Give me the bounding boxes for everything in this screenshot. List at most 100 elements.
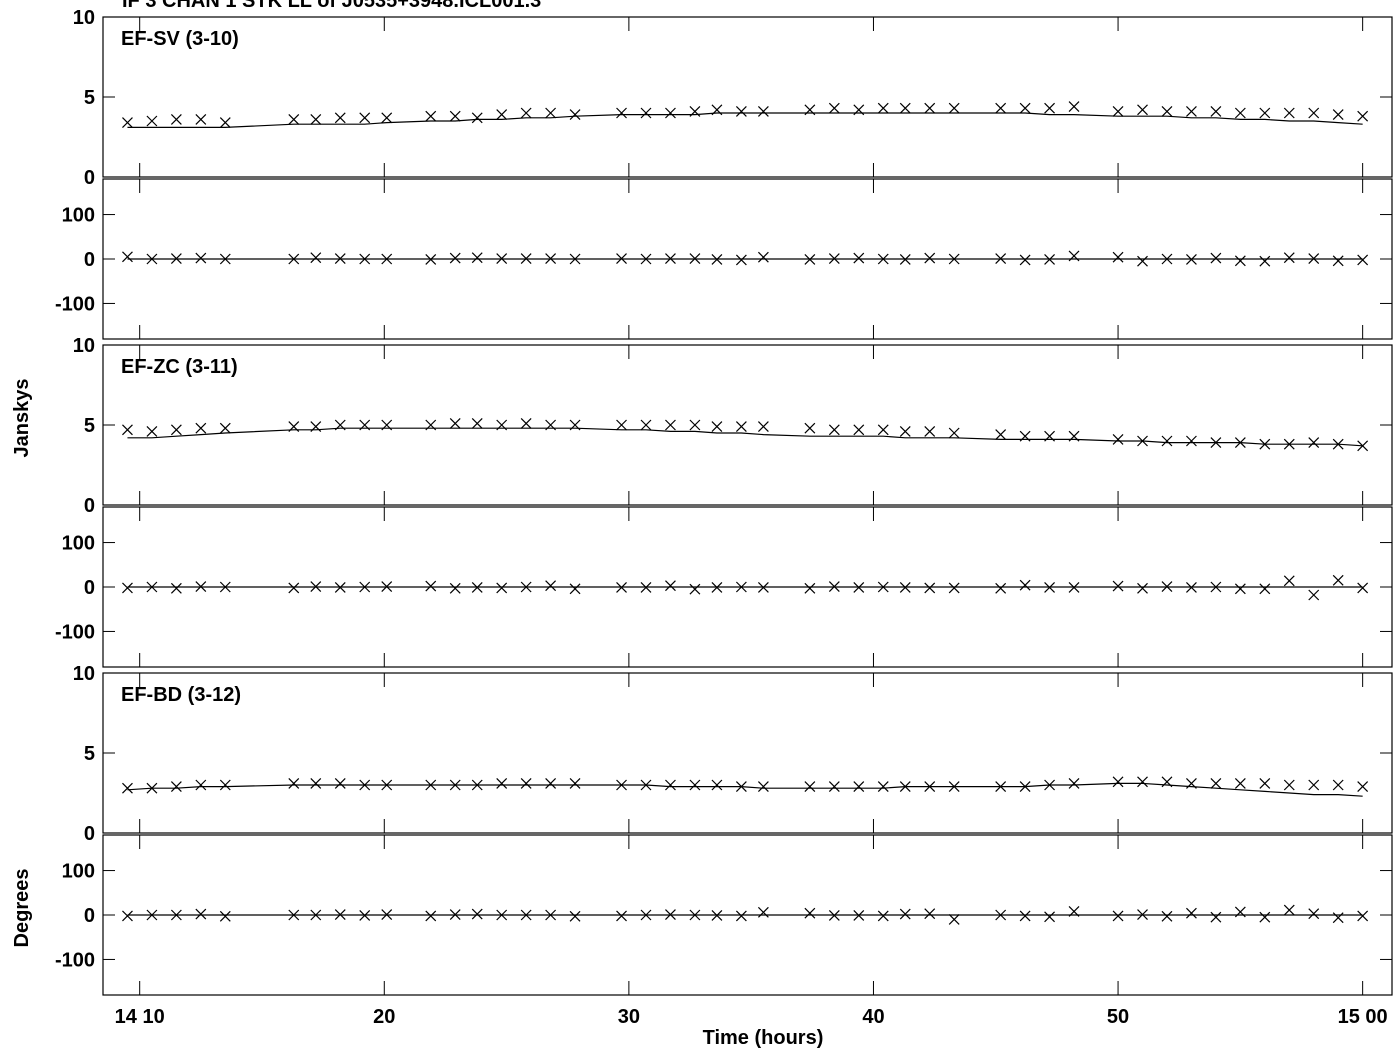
baseline-2-phase-point [616, 582, 627, 593]
baseline-1-phase-point [1283, 252, 1295, 264]
baseline-2-amplitude-point [310, 421, 322, 433]
baseline-1-phase-point [1234, 255, 1246, 267]
baseline-3-amplitude-point [665, 779, 676, 791]
baseline-2-amplitude-point [877, 424, 889, 436]
baseline-2-amplitude-model-line [127, 427, 1363, 447]
baseline-1-phase-point [899, 254, 911, 265]
baseline-3-phase-point [995, 909, 1007, 921]
baseline-1-phase-point [569, 253, 581, 265]
baseline-2-amplitude-point [1308, 437, 1320, 449]
baseline-1-phase-point [1044, 254, 1055, 265]
baseline-1-amplitude-point [665, 107, 676, 119]
baseline-2-phase-point [948, 582, 960, 594]
baseline-1-amplitude-point [1161, 105, 1173, 117]
baseline-2-amplitude-ytick-label: 0 [84, 495, 95, 517]
baseline-1-amplitude-point [449, 110, 461, 122]
baseline-2-amplitude-point [711, 421, 723, 433]
baseline-2-phase-point [1112, 580, 1124, 592]
baseline-1-amplitude-point [1283, 107, 1295, 119]
baseline-1-amplitude-point [520, 107, 532, 119]
baseline-3-phase-point [170, 909, 182, 921]
baseline-3-phase-point [449, 909, 461, 920]
baseline-2-phase-point [569, 583, 581, 595]
baseline-2-phase-point [689, 583, 701, 595]
baseline-2-amplitude-point [496, 419, 508, 431]
baseline-1-amplitude-point [1068, 101, 1080, 113]
baseline-3-phase-point [334, 909, 346, 920]
baseline-2-phase-point [146, 581, 158, 593]
baseline-2-phase-point [1234, 583, 1246, 595]
baseline-2-amplitude-point [425, 419, 437, 431]
baseline-3-amplitude-point [804, 781, 816, 793]
baseline-2-amplitude-frame [102, 344, 1393, 506]
baseline-1-amplitude-frame [102, 16, 1393, 178]
baseline-1-amplitude-point [1019, 102, 1031, 114]
baseline-1-phase-point [689, 253, 701, 264]
baseline-3-phase-point [195, 908, 207, 920]
baseline-1-amplitude-point [359, 112, 371, 124]
baseline-2-phase-point [924, 582, 936, 594]
baseline-3-phase-point [689, 909, 701, 921]
baseline-2-phase-point [359, 581, 371, 593]
baseline-2-phase-ytick-label: 100 [62, 533, 95, 555]
baseline-1-amplitude-point [804, 104, 816, 116]
y-axis-label-janskys: Janskys [11, 379, 33, 458]
baseline-2-amplitude-point [1186, 435, 1197, 447]
baseline-3-phase-point [1112, 910, 1124, 922]
x-tick-label: 40 [862, 1006, 884, 1028]
baseline-3-amplitude-point [1019, 781, 1031, 793]
baseline-1-phase-point [924, 252, 936, 264]
baseline-1-amplitude-point [569, 109, 581, 121]
baseline-3-phase-point [828, 910, 840, 921]
baseline-3-phase-point [146, 909, 158, 921]
baseline-1-phase-point [1186, 254, 1197, 265]
baseline-2-phase-point [828, 581, 840, 592]
baseline-2-amplitude-point [359, 419, 371, 431]
baseline-1-phase-point [1161, 253, 1173, 265]
baseline-2-amplitude-point [735, 421, 747, 433]
baseline-1-phase-point [170, 253, 182, 264]
baseline-1-phase-point [1259, 255, 1271, 267]
baseline-2-phase-point [1259, 583, 1271, 595]
baseline-2-phase-point [1210, 581, 1222, 593]
baseline-3-amplitude-model-line [127, 782, 1363, 797]
baseline-2-amplitude-point [545, 419, 557, 431]
baseline-2-phase-point [735, 581, 747, 593]
baseline-2-phase-point [853, 582, 865, 593]
baseline-1-amplitude-point [877, 102, 889, 114]
baseline-3-amplitude-point [1137, 776, 1148, 788]
baseline-2-phase-point [1044, 582, 1055, 593]
baseline-3-amplitude-point [995, 781, 1007, 793]
baseline-2-amplitude-point [1234, 437, 1246, 449]
baseline-1-phase-point [425, 254, 437, 265]
baseline-3-amplitude-point [170, 781, 182, 793]
baseline-3-amplitude-point [711, 779, 723, 791]
baseline-1-amplitude-point [146, 115, 158, 127]
baseline-2-phase-point [1019, 579, 1031, 591]
baseline-3-phase-point [665, 909, 676, 920]
baseline-3-amplitude-point [1234, 777, 1246, 789]
baseline-2-amplitude-point [689, 419, 701, 431]
baseline-3-amplitude-point [1068, 777, 1080, 789]
baseline-2-amplitude-point [195, 422, 207, 434]
baseline-2-amplitude-point [1019, 430, 1031, 442]
baseline-1-phase-point [195, 252, 207, 264]
baseline-3-amplitude-point [757, 781, 769, 793]
baseline-3-phase-point [1044, 911, 1055, 923]
baseline-3-amplitude-ytick-label: 0 [84, 823, 95, 845]
baseline-2-amplitude-point [1357, 440, 1369, 452]
baseline-2-amplitude-point [853, 424, 865, 436]
baseline-3-amplitude-point [948, 781, 960, 793]
baseline-3-phase-point [569, 910, 581, 922]
baseline-1-phase-point [757, 251, 769, 263]
baseline-1-phase-point [1332, 255, 1344, 267]
baseline-1-amplitude-point [757, 105, 769, 117]
baseline-1-amplitude-point [122, 117, 133, 129]
baseline-3-amplitude-point [1112, 776, 1124, 788]
baseline-3-phase-point [640, 909, 652, 921]
baseline-2-phase-point [310, 581, 322, 592]
baseline-2-amplitude-point [1112, 433, 1124, 445]
baseline-2-amplitude-point [1210, 437, 1222, 449]
baseline-1-amplitude-point [1137, 104, 1148, 116]
